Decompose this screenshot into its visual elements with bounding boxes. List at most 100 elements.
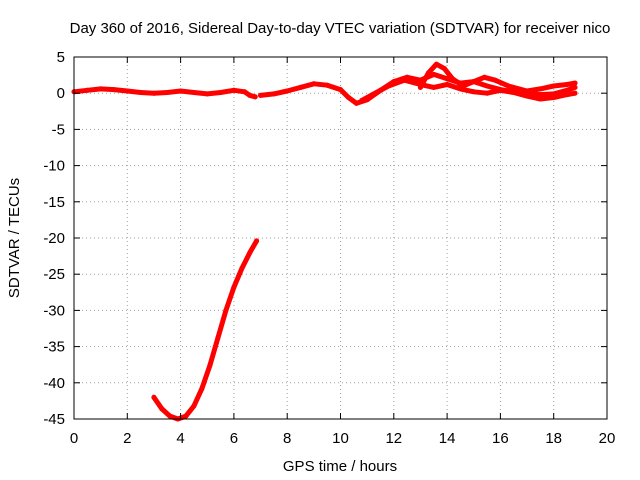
data-point <box>433 61 439 67</box>
data-point <box>254 238 260 244</box>
data-point <box>204 91 210 97</box>
data-point <box>425 70 431 76</box>
data-point <box>215 335 221 341</box>
data-point <box>124 88 130 94</box>
y-tick-label: -40 <box>43 375 65 392</box>
data-point <box>511 89 517 95</box>
data-point <box>159 406 165 412</box>
series-track <box>71 86 258 100</box>
data-point <box>191 403 197 409</box>
data-point <box>151 394 157 400</box>
data-point <box>417 82 423 88</box>
data-point <box>311 81 317 87</box>
x-tick-label: 10 <box>332 430 349 447</box>
data-series <box>71 61 578 422</box>
data-point <box>564 82 570 88</box>
data-point <box>564 92 570 98</box>
x-tick-label: 16 <box>492 430 509 447</box>
data-point <box>252 94 258 100</box>
data-point <box>84 87 90 93</box>
chart-title: Day 360 of 2016, Sidereal Day-to-day VTE… <box>70 20 611 37</box>
data-point <box>242 89 248 95</box>
y-axis-label: SDTVAR / TECUs <box>6 178 23 298</box>
y-tick-label: -10 <box>43 158 65 175</box>
x-tick-label: 6 <box>230 430 238 447</box>
data-point <box>572 80 578 86</box>
data-point <box>572 84 578 90</box>
data-point <box>178 88 184 94</box>
tick-labels: 0 2 4 6 8 10 12 14 16 18 20 5 0 -5 -10 -15 -20 -25 -30 -35 -… <box>43 49 615 447</box>
data-point <box>151 90 157 96</box>
x-tick-label: 12 <box>385 430 402 447</box>
data-point <box>247 92 253 98</box>
y-tick-label: 0 <box>57 85 65 102</box>
data-point <box>258 92 264 98</box>
data-point <box>164 89 170 95</box>
data-point <box>199 386 205 392</box>
data-point <box>359 97 365 103</box>
data-point <box>271 91 277 97</box>
y-tick-label: -30 <box>43 302 65 319</box>
data-point <box>551 83 557 89</box>
data-point <box>457 86 463 92</box>
x-tick-label: 14 <box>439 430 456 447</box>
y-tick-label: -45 <box>43 411 65 428</box>
data-point <box>449 76 455 82</box>
data-point <box>484 83 490 89</box>
y-tick-label: -35 <box>43 339 65 356</box>
data-point <box>537 96 543 102</box>
data-point <box>441 66 447 72</box>
x-tick-label: 0 <box>70 430 78 447</box>
data-point <box>524 88 530 94</box>
x-tick-label: 4 <box>176 430 184 447</box>
data-point <box>111 87 117 93</box>
data-point <box>191 89 197 95</box>
data-point <box>524 93 530 99</box>
y-tick-label: -5 <box>52 121 65 138</box>
data-point <box>551 95 557 101</box>
data-point <box>385 83 391 89</box>
data-point <box>444 82 450 88</box>
data-point <box>353 100 359 106</box>
data-point <box>481 74 487 80</box>
data-point <box>138 89 144 95</box>
data-point <box>183 413 189 419</box>
data-point <box>537 86 543 92</box>
y-tick-label: -25 <box>43 266 65 283</box>
x-tick-label: 20 <box>599 430 616 447</box>
data-point <box>207 362 213 368</box>
data-point <box>537 92 543 98</box>
data-point <box>231 284 237 290</box>
data-point <box>167 413 173 419</box>
data-point <box>231 87 237 93</box>
data-point <box>298 84 304 90</box>
x-axis-label: GPS time / hours <box>283 458 397 475</box>
data-point <box>564 87 570 93</box>
x-tick-label: 8 <box>283 430 291 447</box>
data-point <box>218 89 224 95</box>
data-point <box>324 82 330 88</box>
data-point <box>338 87 343 93</box>
data-point <box>471 79 477 85</box>
data-point <box>284 88 290 94</box>
x-tick-label: 18 <box>545 430 562 447</box>
data-point <box>431 71 437 77</box>
data-point <box>484 90 490 96</box>
data-point <box>247 249 253 255</box>
data-point <box>239 265 245 271</box>
y-tick-label: -20 <box>43 230 65 247</box>
data-point <box>492 77 498 83</box>
data-point <box>497 87 503 93</box>
y-tick-label: -15 <box>43 194 65 211</box>
data-point <box>345 95 351 101</box>
x-tick-label: 2 <box>123 430 131 447</box>
data-point <box>223 307 229 313</box>
data-point <box>572 90 578 96</box>
data-point <box>369 92 375 98</box>
data-point <box>471 89 477 95</box>
data-point <box>431 84 437 90</box>
data-point <box>98 86 104 92</box>
data-point <box>505 83 511 89</box>
grid <box>74 57 607 419</box>
